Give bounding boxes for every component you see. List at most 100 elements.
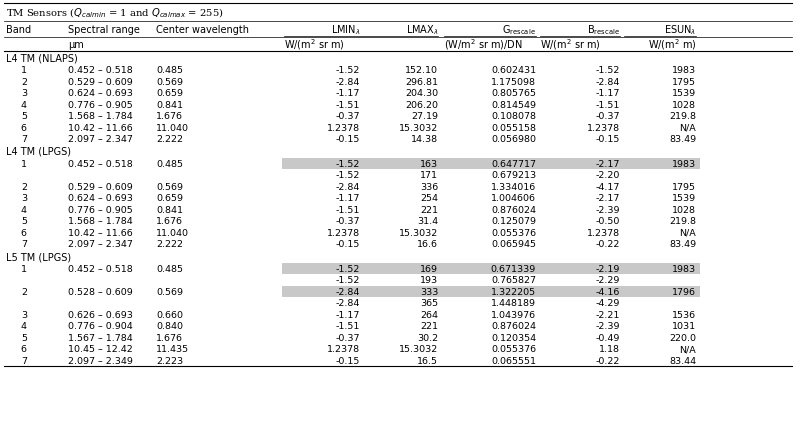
Text: 0.055376: 0.055376 (491, 344, 536, 353)
Text: -0.37: -0.37 (335, 217, 360, 226)
Text: 171: 171 (421, 171, 438, 180)
Text: L4 TM (LPGS): L4 TM (LPGS) (6, 147, 71, 157)
Text: 0.679213: 0.679213 (491, 171, 536, 180)
Text: 1.175098: 1.175098 (491, 78, 536, 87)
Text: 7: 7 (21, 240, 27, 249)
Text: 14.38: 14.38 (411, 135, 438, 144)
Text: 3: 3 (21, 194, 27, 203)
Text: 0.660: 0.660 (156, 310, 183, 319)
Text: 0.108078: 0.108078 (491, 112, 536, 121)
Text: 1796: 1796 (672, 287, 696, 296)
Text: 0.120354: 0.120354 (491, 333, 536, 342)
Text: -2.84: -2.84 (336, 182, 360, 191)
Text: Center wavelength: Center wavelength (156, 25, 249, 35)
Text: 1.004606: 1.004606 (491, 194, 536, 203)
Text: N/A: N/A (679, 344, 696, 353)
Text: -2.21: -2.21 (596, 310, 620, 319)
Text: 0.841: 0.841 (156, 100, 183, 110)
Text: Band: Band (6, 25, 31, 35)
Text: 365: 365 (420, 299, 438, 307)
Text: 1: 1 (21, 66, 27, 75)
Text: -0.37: -0.37 (595, 112, 620, 121)
Text: 0.814549: 0.814549 (491, 100, 536, 110)
Text: 1795: 1795 (672, 182, 696, 191)
Text: 16.5: 16.5 (418, 356, 438, 365)
Text: -2.39: -2.39 (595, 321, 620, 331)
Text: 2: 2 (21, 78, 27, 87)
Text: 11.040: 11.040 (156, 228, 189, 237)
Text: 221: 221 (421, 321, 438, 331)
Text: -0.15: -0.15 (596, 135, 620, 144)
Text: 5: 5 (21, 217, 27, 226)
Text: N/A: N/A (679, 228, 696, 237)
Text: W/(m$^2$ sr m): W/(m$^2$ sr m) (284, 38, 345, 52)
Text: -0.37: -0.37 (335, 112, 360, 121)
Text: 11.040: 11.040 (156, 124, 189, 132)
Text: -1.52: -1.52 (336, 264, 360, 273)
Text: -1.52: -1.52 (596, 66, 620, 75)
Text: -1.17: -1.17 (336, 310, 360, 319)
Text: 1.676: 1.676 (156, 333, 183, 342)
Text: 15.3032: 15.3032 (399, 344, 438, 353)
Text: 4: 4 (21, 321, 27, 331)
Text: L4 TM (NLAPS): L4 TM (NLAPS) (6, 53, 78, 64)
Text: 336: 336 (420, 182, 438, 191)
Text: 1.567 – 1.784: 1.567 – 1.784 (68, 333, 133, 342)
Text: G$_{\mathregular{rescale}}$: G$_{\mathregular{rescale}}$ (502, 23, 536, 37)
Text: 0.776 – 0.905: 0.776 – 0.905 (68, 100, 133, 110)
Text: 333: 333 (420, 287, 438, 296)
Text: 1.2378: 1.2378 (327, 124, 360, 132)
Text: 0.671339: 0.671339 (490, 264, 536, 273)
Text: 2: 2 (21, 287, 27, 296)
Text: 83.49: 83.49 (669, 135, 696, 144)
Text: 1028: 1028 (672, 205, 696, 214)
Text: 219.8: 219.8 (669, 217, 696, 226)
Text: 27.19: 27.19 (411, 112, 438, 121)
Text: 1.448189: 1.448189 (491, 299, 536, 307)
Text: 0.841: 0.841 (156, 205, 183, 214)
Text: -0.15: -0.15 (336, 240, 360, 249)
Text: 2.223: 2.223 (156, 356, 183, 365)
Text: 1.2378: 1.2378 (587, 228, 620, 237)
Text: 1: 1 (21, 264, 27, 273)
Text: 0.659: 0.659 (156, 89, 183, 98)
Text: 31.4: 31.4 (418, 217, 438, 226)
Text: -0.37: -0.37 (335, 333, 360, 342)
Text: 3: 3 (21, 89, 27, 98)
Text: TM Sensors ($\mathit{Q}_{\mathit{calmin}}$ = 1 and $\mathit{Q}_{\mathit{calmax}}: TM Sensors ($\mathit{Q}_{\mathit{calmin}… (6, 6, 224, 20)
Text: 152.10: 152.10 (406, 66, 438, 75)
Text: 0.529 – 0.609: 0.529 – 0.609 (68, 182, 133, 191)
Text: -2.20: -2.20 (596, 171, 620, 180)
Text: 1.322205: 1.322205 (491, 287, 536, 296)
Text: 221: 221 (421, 205, 438, 214)
Text: 0.765827: 0.765827 (491, 276, 536, 285)
Text: 83.49: 83.49 (669, 240, 696, 249)
Text: -0.22: -0.22 (596, 240, 620, 249)
Text: 5: 5 (21, 112, 27, 121)
Text: 1.568 – 1.784: 1.568 – 1.784 (68, 217, 133, 226)
Text: -1.52: -1.52 (336, 66, 360, 75)
Text: 1028: 1028 (672, 100, 696, 110)
Text: 1539: 1539 (672, 89, 696, 98)
Text: 30.2: 30.2 (418, 333, 438, 342)
Text: 4: 4 (21, 100, 27, 110)
Text: 169: 169 (421, 264, 438, 273)
Text: -0.50: -0.50 (596, 217, 620, 226)
Text: 1.2378: 1.2378 (327, 344, 360, 353)
Text: ESUN$_\lambda$: ESUN$_\lambda$ (664, 23, 696, 37)
Text: 1983: 1983 (672, 159, 696, 168)
Text: 0.055376: 0.055376 (491, 228, 536, 237)
Text: 0.840: 0.840 (156, 321, 183, 331)
Text: 15.3032: 15.3032 (399, 228, 438, 237)
Text: 0.055158: 0.055158 (491, 124, 536, 132)
Text: -1.51: -1.51 (336, 205, 360, 214)
Text: -2.84: -2.84 (336, 299, 360, 307)
Text: 0.452 – 0.518: 0.452 – 0.518 (68, 159, 133, 168)
Text: 0.626 – 0.693: 0.626 – 0.693 (68, 310, 133, 319)
Text: 0.485: 0.485 (156, 159, 183, 168)
Text: 0.647717: 0.647717 (491, 159, 536, 168)
Text: 0.624 – 0.693: 0.624 – 0.693 (68, 194, 133, 203)
Text: -2.84: -2.84 (336, 287, 360, 296)
Text: 1536: 1536 (672, 310, 696, 319)
Text: -1.51: -1.51 (336, 321, 360, 331)
